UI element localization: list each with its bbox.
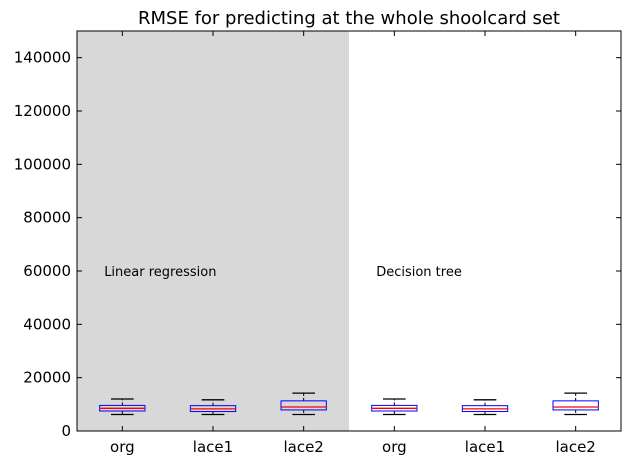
y-tick-label: 140000 [14,49,71,67]
iqr-box [280,400,327,411]
annotation-label: Linear regression [104,265,216,280]
y-tick-label: 40000 [23,315,71,333]
box-plot-lace1 [189,399,237,416]
x-tick-label-lace2: lace2 [283,438,323,456]
box-plot-lace2 [280,392,327,416]
annotation-label: Decision tree [376,265,462,280]
shaded-region-rect [77,31,349,431]
box-plots [99,392,599,416]
y-tick-label: 20000 [23,369,71,387]
annotations: Linear regression Decision tree [104,265,462,280]
y-tick-label: 60000 [23,262,71,280]
y-tick-label: 80000 [23,209,71,227]
box-plot-lace1 [461,399,509,416]
box-plot-lace2 [552,392,599,416]
y-tick-label: 100000 [14,155,71,173]
x-tick-label-org: org [382,438,407,456]
box-plot-org [99,398,146,416]
x-tick-label-lace1: lace1 [465,438,505,456]
y-axis-ticks: 0 20000 40000 60000 80000 100000 120000 140000 [14,49,621,440]
y-tick-label: 120000 [14,102,71,120]
x-tick-label-lace1: lace1 [193,438,233,456]
box-plot-org [371,398,418,416]
x-axis-ticks: org lace1 lace2 org lace1 lace2 [110,31,596,456]
x-tick-label-org: org [110,438,135,456]
x-tick-label-lace2: lace2 [555,438,595,456]
plot-frame [76,30,622,432]
y-tick-label: 0 [61,422,71,440]
iqr-box [552,400,599,411]
linear-regression-shaded-region [77,31,349,431]
chart-title: RMSE for predicting at the whole shoolca… [138,8,560,29]
